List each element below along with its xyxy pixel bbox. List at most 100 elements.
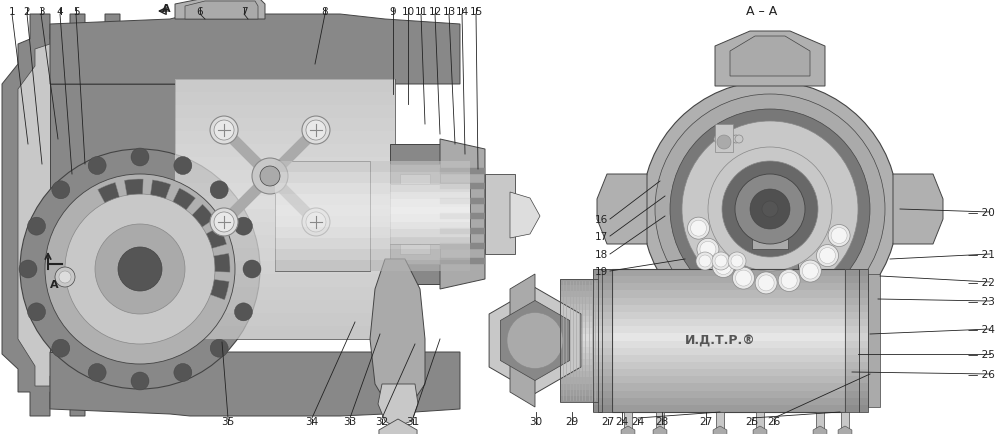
Circle shape <box>720 136 728 144</box>
Bar <box>593 355 602 362</box>
Bar <box>560 378 598 384</box>
Bar <box>598 376 612 384</box>
Text: 34: 34 <box>305 416 319 426</box>
Bar <box>716 412 724 434</box>
Bar <box>390 164 440 264</box>
Polygon shape <box>500 301 570 381</box>
Bar <box>756 412 764 434</box>
Bar <box>612 298 845 305</box>
Bar <box>275 227 470 238</box>
Bar <box>859 398 868 405</box>
Circle shape <box>642 82 898 337</box>
Bar <box>390 192 470 200</box>
Text: А – А: А – А <box>746 5 778 18</box>
Polygon shape <box>150 181 171 199</box>
Bar <box>859 348 868 355</box>
Polygon shape <box>730 37 810 77</box>
Bar <box>598 348 612 355</box>
Circle shape <box>820 248 836 264</box>
Bar <box>598 291 612 298</box>
Bar <box>612 270 845 276</box>
Polygon shape <box>440 140 485 289</box>
Bar <box>440 184 485 190</box>
Bar <box>175 132 395 145</box>
Bar <box>593 298 602 305</box>
Circle shape <box>688 218 710 240</box>
Polygon shape <box>206 227 227 249</box>
Bar <box>390 230 470 237</box>
Text: 26: 26 <box>767 416 781 426</box>
Text: 28: 28 <box>655 416 669 426</box>
Bar <box>560 279 598 286</box>
Bar <box>612 384 845 391</box>
Bar <box>275 161 470 173</box>
Text: 13: 13 <box>442 7 456 17</box>
Bar <box>656 412 664 434</box>
Polygon shape <box>713 426 727 434</box>
Text: 11: 11 <box>414 7 428 17</box>
Bar <box>560 310 598 316</box>
Polygon shape <box>653 426 667 434</box>
Bar <box>715 125 733 153</box>
Circle shape <box>65 194 215 344</box>
Bar <box>598 276 612 284</box>
Circle shape <box>174 364 192 381</box>
Bar <box>560 359 598 365</box>
Bar <box>560 304 598 310</box>
Bar <box>598 312 612 319</box>
Bar <box>845 312 859 319</box>
Circle shape <box>712 253 730 270</box>
Bar <box>390 207 470 214</box>
Polygon shape <box>175 0 265 20</box>
Circle shape <box>697 239 719 261</box>
Bar <box>845 384 859 391</box>
Circle shape <box>210 181 228 199</box>
Circle shape <box>306 121 326 141</box>
Bar <box>440 214 485 220</box>
Bar <box>612 369 845 376</box>
Bar <box>593 384 602 391</box>
Text: 10: 10 <box>401 7 415 17</box>
Bar <box>50 85 225 352</box>
Bar <box>859 284 868 291</box>
Bar <box>593 405 602 412</box>
Circle shape <box>817 245 839 267</box>
Circle shape <box>717 136 725 144</box>
Circle shape <box>717 136 731 150</box>
Circle shape <box>174 157 192 175</box>
Polygon shape <box>192 205 215 227</box>
Text: 35: 35 <box>221 416 235 426</box>
Circle shape <box>799 260 821 283</box>
Text: — 21: — 21 <box>968 250 995 260</box>
Bar <box>859 305 868 312</box>
Bar <box>859 369 868 376</box>
Bar <box>275 184 470 194</box>
Text: 32: 32 <box>375 416 389 426</box>
Bar <box>859 270 868 276</box>
Circle shape <box>715 256 727 267</box>
Polygon shape <box>124 180 143 196</box>
Bar <box>845 376 859 384</box>
Bar <box>859 298 868 305</box>
Bar <box>560 335 598 341</box>
Bar <box>560 316 598 322</box>
Bar <box>560 396 598 402</box>
Circle shape <box>88 364 106 381</box>
Circle shape <box>214 213 234 233</box>
Bar <box>845 276 859 284</box>
Bar <box>859 312 868 319</box>
Circle shape <box>214 121 234 141</box>
Circle shape <box>210 208 238 237</box>
Bar <box>593 398 602 405</box>
Circle shape <box>762 201 778 217</box>
Bar <box>598 326 612 334</box>
Circle shape <box>20 150 260 389</box>
Circle shape <box>802 263 818 279</box>
Bar <box>440 258 485 264</box>
Bar <box>612 398 845 405</box>
Circle shape <box>59 271 71 283</box>
Polygon shape <box>185 2 258 20</box>
Polygon shape <box>173 189 195 210</box>
Bar <box>390 214 470 222</box>
Bar <box>612 326 845 334</box>
